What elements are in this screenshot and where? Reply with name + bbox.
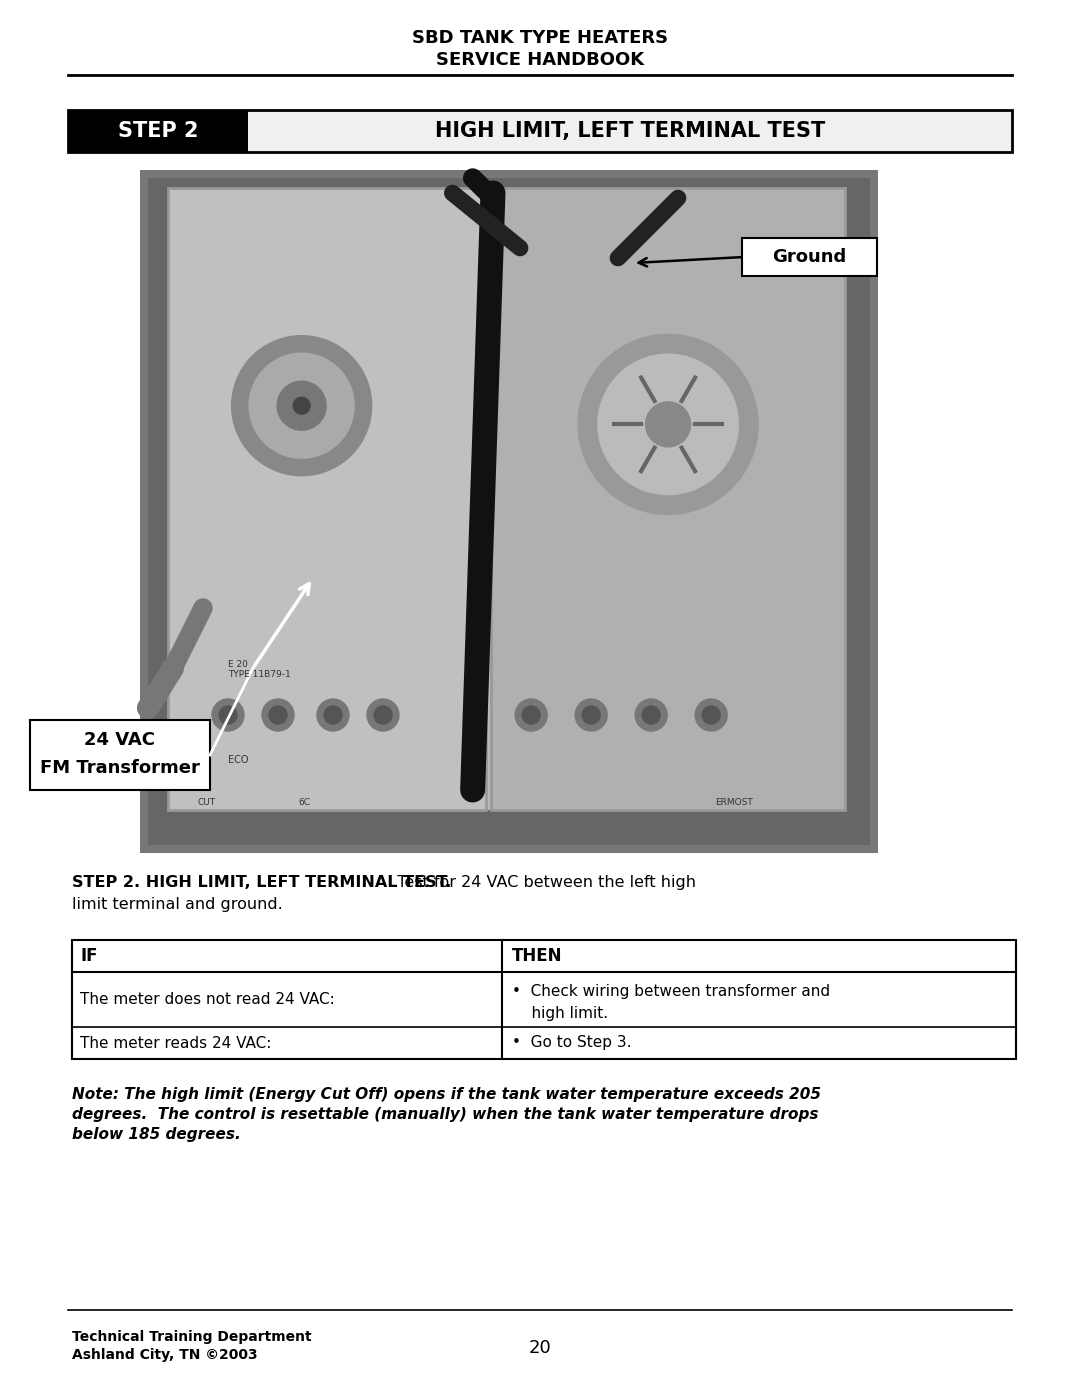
Text: FM Transformer: FM Transformer	[40, 759, 200, 777]
Circle shape	[249, 354, 354, 458]
Text: The meter reads 24 VAC:: The meter reads 24 VAC:	[80, 1035, 271, 1050]
Text: Ground: Ground	[772, 248, 847, 266]
Text: SERVICE HANDBOOK: SERVICE HANDBOOK	[436, 52, 644, 70]
Circle shape	[696, 699, 727, 731]
Text: HIGH LIMIT, LEFT TERMINAL TEST: HIGH LIMIT, LEFT TERMINAL TEST	[435, 121, 825, 141]
Circle shape	[646, 401, 690, 447]
Text: The meter does not read 24 VAC:: The meter does not read 24 VAC:	[80, 992, 335, 1007]
Bar	[168, 188, 845, 809]
Text: IF: IF	[80, 947, 97, 965]
Text: CUT: CUT	[198, 798, 216, 807]
Circle shape	[278, 382, 326, 430]
Text: •  Check wiring between transformer and: • Check wiring between transformer and	[512, 983, 829, 999]
Circle shape	[324, 706, 342, 724]
Circle shape	[367, 699, 399, 731]
Bar	[148, 178, 870, 846]
Text: Ashland City, TN ©2003: Ashland City, TN ©2003	[72, 1348, 258, 1362]
Text: 6C: 6C	[298, 798, 310, 807]
Text: THEN: THEN	[512, 947, 562, 965]
Bar	[68, 110, 1012, 152]
Text: below 185 degrees.: below 185 degrees.	[72, 1127, 241, 1142]
Circle shape	[269, 706, 287, 724]
Bar	[168, 188, 486, 809]
Circle shape	[515, 699, 548, 731]
Text: •  Go to Step 3.: • Go to Step 3.	[512, 1035, 631, 1050]
Text: ECO: ECO	[228, 755, 248, 765]
Text: Test for 24 VAC between the left high: Test for 24 VAC between the left high	[387, 875, 696, 890]
Bar	[140, 170, 878, 853]
Text: 24 VAC: 24 VAC	[84, 731, 156, 749]
Bar	[30, 720, 210, 790]
Circle shape	[262, 699, 294, 731]
Text: E 20
TYPE 11B79-1: E 20 TYPE 11B79-1	[228, 660, 291, 680]
Bar	[72, 940, 1016, 1059]
Bar	[491, 188, 845, 809]
Text: 20: 20	[528, 1339, 552, 1357]
Circle shape	[294, 397, 310, 414]
Circle shape	[576, 699, 607, 731]
Bar	[742, 238, 877, 276]
Circle shape	[212, 699, 244, 731]
Circle shape	[523, 706, 540, 724]
Text: degrees.  The control is resettable (manually) when the tank water temperature d: degrees. The control is resettable (manu…	[72, 1107, 819, 1121]
Bar	[68, 110, 248, 152]
Text: high limit.: high limit.	[512, 1006, 608, 1021]
Circle shape	[635, 699, 667, 731]
Circle shape	[643, 706, 660, 724]
Circle shape	[582, 706, 600, 724]
Text: SBD TANK TYPE HEATERS: SBD TANK TYPE HEATERS	[411, 29, 669, 47]
Bar	[68, 110, 1012, 152]
Text: ERMOST: ERMOST	[715, 798, 753, 807]
Text: limit terminal and ground.: limit terminal and ground.	[72, 897, 283, 912]
Text: STEP 2. HIGH LIMIT, LEFT TERMINAL TEST.: STEP 2. HIGH LIMIT, LEFT TERMINAL TEST.	[72, 875, 451, 890]
Text: Technical Training Department: Technical Training Department	[72, 1330, 312, 1344]
Circle shape	[578, 334, 758, 514]
Text: Note: The high limit (Energy Cut Off) opens if the tank water temperature exceed: Note: The high limit (Energy Cut Off) op…	[72, 1087, 821, 1102]
Circle shape	[598, 354, 739, 495]
Text: STEP 2: STEP 2	[118, 121, 199, 141]
Circle shape	[231, 336, 372, 475]
Circle shape	[219, 706, 237, 724]
Circle shape	[374, 706, 392, 724]
Circle shape	[318, 699, 349, 731]
Circle shape	[702, 706, 720, 724]
